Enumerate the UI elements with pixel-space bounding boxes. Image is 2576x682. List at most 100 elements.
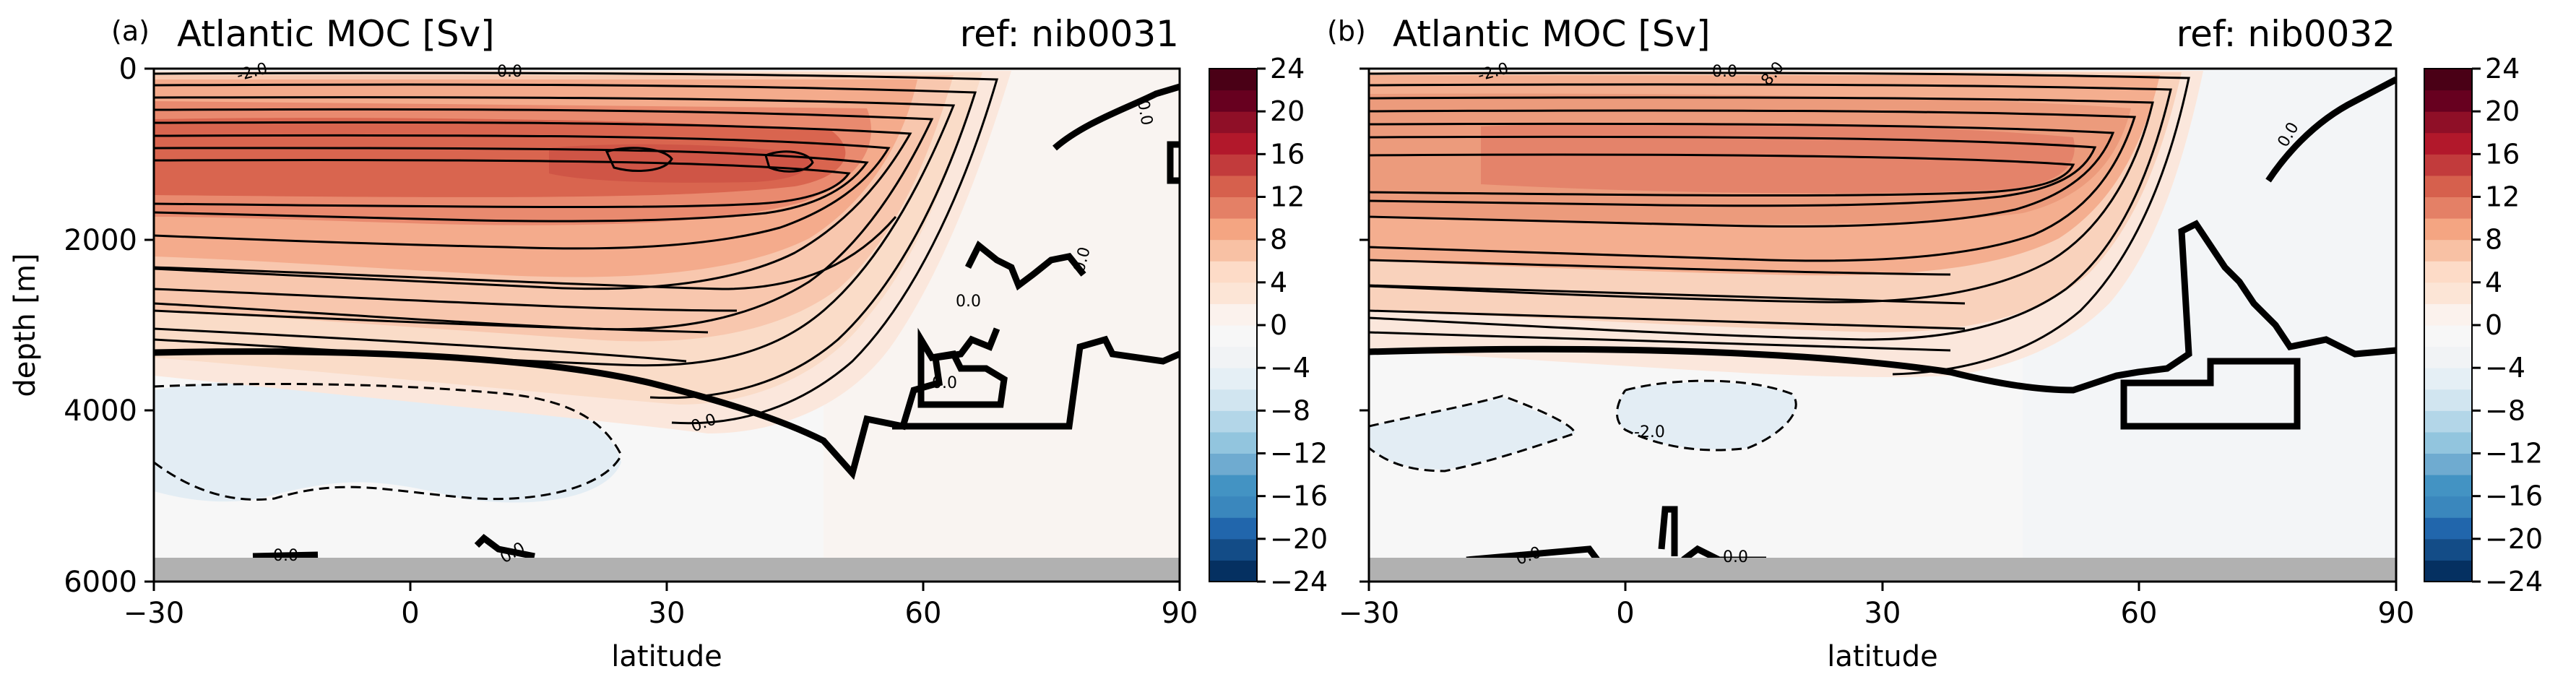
panel-a: (a) Atlantic MOC [Sv] ref: nib0031 bbox=[9, 13, 1328, 673]
panel-a-colorbar-tick-label: −20 bbox=[1270, 523, 1328, 555]
panel-b-colorbar-swatch bbox=[2424, 389, 2472, 411]
panel-b-colorbar-swatch bbox=[2424, 111, 2472, 134]
panel-a-y-axis: 0 2000 4000 6000 depth [m] bbox=[9, 53, 154, 599]
panel-b-colorbar-tick-label: 8 bbox=[2485, 224, 2502, 256]
panel-b-colorbar-swatch bbox=[2424, 368, 2472, 390]
panel-b-xtick-label-5: 90 bbox=[2378, 597, 2415, 630]
panel-a-colorbar-swatch bbox=[1209, 517, 1257, 540]
panel-a-land-mask bbox=[154, 558, 1180, 582]
panel-a-colorbar-swatch bbox=[1209, 132, 1257, 155]
panel-a-colorbar-swatch bbox=[1209, 368, 1257, 390]
panel-b-colorbar-tick-label: −16 bbox=[2485, 480, 2543, 512]
panel-b-colorbar-swatch bbox=[2424, 410, 2472, 433]
panel-b-colorbar-swatch bbox=[2424, 282, 2472, 304]
panel-b: (b) Atlantic MOC [Sv] ref: nib0032 bbox=[1327, 13, 2543, 673]
panel-b-colorbar-tick-label: −4 bbox=[2485, 352, 2525, 384]
panel-b-colorbar-swatch bbox=[2424, 517, 2472, 540]
panel-b-xtick-label-3: 30 bbox=[1864, 597, 1901, 630]
panel-b-colorbar-swatch bbox=[2424, 132, 2472, 155]
panel-a-colorbar-swatch bbox=[1209, 325, 1257, 348]
panel-b-colorbar-swatch bbox=[2424, 175, 2472, 197]
panel-b-colorbar-swatch bbox=[2424, 496, 2472, 518]
panel-b-bottom-label-2: 0.0 bbox=[1723, 548, 1748, 566]
panel-b-colorbar-swatch bbox=[2424, 197, 2472, 219]
panel-a-colorbar-swatch bbox=[1209, 410, 1257, 433]
panel-a-colorbar-tick-label: 0 bbox=[1270, 309, 1287, 341]
panel-a-colorbar-swatch bbox=[1209, 239, 1257, 262]
panel-b-colorbar-swatches bbox=[2424, 69, 2472, 582]
panel-b-colorbar-ticks: 24 20 16 12 8 4 0 −4 −8 −12 −16 −20 −24 bbox=[2472, 53, 2543, 597]
panel-a-colorbar-swatch bbox=[1209, 197, 1257, 219]
panel-a-contour-label-5: 0.0 bbox=[956, 293, 981, 311]
panel-a-ylabel: depth [m] bbox=[9, 253, 42, 397]
panel-b-colorbar-swatch bbox=[2424, 218, 2472, 241]
panel-b-xtick-label-2: 0 bbox=[1616, 597, 1634, 630]
panel-a-zero-contour bbox=[154, 83, 1180, 560]
panel-a-x-axis: −30 0 30 60 90 latitude bbox=[124, 582, 1198, 673]
panel-b-colorbar-swatch bbox=[2424, 453, 2472, 475]
panel-b-colorbar-tick-label: 16 bbox=[2485, 138, 2520, 170]
panel-b-colorbar-swatch bbox=[2424, 69, 2472, 91]
panel-b-colorbar-swatch bbox=[2424, 303, 2472, 326]
panel-a-contour-label-2: 0.0 bbox=[497, 63, 522, 81]
panel-b-colorbar-tick-label: 0 bbox=[2485, 309, 2502, 341]
panel-a-ref: ref: nib0031 bbox=[960, 13, 1179, 55]
panel-a-colorbar-tick-label: 16 bbox=[1270, 138, 1305, 170]
panel-a-xtick-label-4: 60 bbox=[905, 597, 942, 630]
panel-b-contours bbox=[1369, 72, 2190, 376]
panel-a-xlabel: latitude bbox=[611, 640, 722, 673]
panel-a-colorbar: 24 20 16 12 8 4 0 −4 −8 −12 −16 −20 −24 bbox=[1209, 53, 1328, 597]
panel-a-colorbar-swatch bbox=[1209, 346, 1257, 368]
panel-a-colorbar-tick-label: 20 bbox=[1270, 95, 1305, 127]
panel-a-colorbar-swatch bbox=[1209, 389, 1257, 411]
panel-b-xlabel: latitude bbox=[1827, 640, 1937, 673]
panel-b-plot-area bbox=[1369, 69, 2396, 582]
panel-b-colorbar-tick-label: −12 bbox=[2485, 438, 2543, 470]
panel-b-dashed-contour-2 bbox=[1615, 379, 1797, 452]
panel-b-xtick-label-1: −30 bbox=[1339, 597, 1399, 630]
panel-a-bottom-label-1: 0.0 bbox=[273, 547, 298, 565]
panel-b-colorbar-tick-label: −20 bbox=[2485, 523, 2543, 555]
panel-b-negative-cell-2 bbox=[1617, 382, 1797, 449]
panel-b-cell-layer-5 bbox=[1481, 123, 2075, 194]
panel-b-colorbar-tick-label: −8 bbox=[2485, 394, 2525, 426]
panel-b-colorbar-swatch bbox=[2424, 90, 2472, 112]
panel-a-colorbar-tick-label: 4 bbox=[1270, 267, 1287, 298]
panel-b-label: (b) bbox=[1327, 15, 1366, 47]
panel-b-title: Atlantic MOC [Sv] bbox=[1393, 13, 1711, 55]
panel-a-dashed-contour bbox=[154, 382, 623, 501]
panel-b-colorbar-swatch bbox=[2424, 325, 2472, 348]
panel-a-xtick-label-2: 0 bbox=[401, 597, 419, 630]
panel-b-colorbar-tick-label: 4 bbox=[2485, 267, 2502, 298]
panel-b-colorbar-swatch bbox=[2424, 154, 2472, 176]
panel-a-title: Atlantic MOC [Sv] bbox=[177, 13, 495, 55]
panel-a-colorbar-swatch bbox=[1209, 475, 1257, 497]
panel-a-contours bbox=[154, 72, 998, 425]
panel-a-contour-label-6: 0.0 bbox=[932, 374, 957, 392]
panel-b-colorbar-tick-label: 20 bbox=[2485, 95, 2520, 127]
panel-b-land-mask bbox=[1369, 558, 2396, 582]
panel-b-colorbar-swatch bbox=[2424, 261, 2472, 283]
panel-a-colorbar-swatch bbox=[1209, 175, 1257, 197]
panel-a-colorbar-swatch bbox=[1209, 154, 1257, 176]
panel-a-colorbar-tick-label: −24 bbox=[1270, 566, 1328, 597]
panel-b-colorbar-swatch bbox=[2424, 431, 2472, 454]
panel-a-ytick-label-1: 0 bbox=[119, 53, 137, 86]
panel-b-contour-label-2: 0.0 bbox=[1712, 63, 1737, 81]
panel-b-colorbar-swatch bbox=[2424, 560, 2472, 582]
panel-a-colorbar-tick-label: −8 bbox=[1270, 394, 1310, 426]
panel-a-colorbar-tick-label: 12 bbox=[1270, 181, 1305, 213]
panel-a-label: (a) bbox=[111, 15, 150, 47]
panel-b-x-axis: −30 0 30 60 90 latitude bbox=[1339, 582, 2415, 673]
panel-a-colorbar-swatch bbox=[1209, 453, 1257, 475]
panel-a-colorbar-tick-label: 8 bbox=[1270, 224, 1287, 256]
panel-a-colorbar-swatch bbox=[1209, 282, 1257, 304]
panel-a-colorbar-tick-label: −12 bbox=[1270, 438, 1328, 470]
panel-a-colorbar-swatch bbox=[1209, 431, 1257, 454]
panel-a-colorbar-tick-label: 24 bbox=[1270, 53, 1305, 85]
panel-b-colorbar-swatch bbox=[2424, 538, 2472, 561]
panel-b-colorbar-tick-label: 12 bbox=[2485, 181, 2520, 213]
panel-b-contour-label-5: -2.0 bbox=[1634, 423, 1665, 441]
panel-a-colorbar-swatch bbox=[1209, 90, 1257, 112]
